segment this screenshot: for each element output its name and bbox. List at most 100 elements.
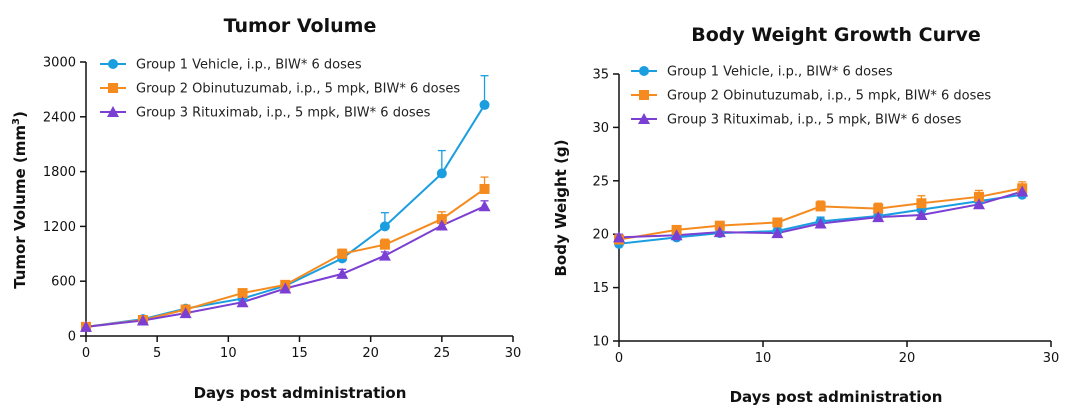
legend-item-group-3: Group 3 Rituximab, i.p., 5 mpk, BIW* 6 d… [631,113,962,128]
group-3-point [872,211,885,223]
group-3-point [336,267,349,279]
group-3-points [613,185,1029,243]
x-axis-label: Days post administration [730,388,943,406]
group-2-point [237,288,248,299]
group-3-point [236,296,249,308]
legend-marker [638,113,650,124]
legend-label: Group 1 Vehicle, i.p., BIW* 6 doses [667,65,893,80]
body-weight-chart: Body Weight Growth Curve Days post admin… [552,24,1059,406]
group-2-line [85,188,486,328]
y-tick-label: 35 [592,68,609,83]
legend-marker [639,90,649,100]
y-tick-label: 30 [592,121,609,136]
y-tick-label: 0 [68,330,76,345]
axes: 0 10 20 30 10 15 20 25 30 35 [592,68,1059,367]
legend-item-group-2: Group 2 Obinutuzumab, i.p., 5 mpk, BIW* … [100,82,460,97]
group-3-point [136,314,149,326]
x-tick-label: 10 [755,351,772,366]
x-tick-label: 10 [220,346,237,361]
y-axis-label-main: Tumor Volume (mm [11,125,29,289]
y-axis-label-superscript: 3 [11,118,22,125]
x-tick-label: 20 [362,346,379,361]
group-3-point [478,200,491,212]
legend-marker [108,59,118,69]
group-2-series [82,176,489,328]
group-2-point [337,248,348,259]
group-3-point [435,219,448,231]
group-3-point [613,231,625,243]
legend-item-group-1: Group 1 Vehicle, i.p., BIW* 6 doses [100,58,362,73]
y-tick-label: 600 [51,275,76,290]
y-tick-label: 15 [592,281,609,296]
y-axis-label-end: ) [11,111,29,118]
group-3-point [1016,185,1029,197]
y-tick-label: 25 [592,174,609,189]
x-tick-label: 15 [291,346,308,361]
legend-item-group-2: Group 2 Obinutuzumab, i.p., 5 mpk, BIW* … [631,89,991,104]
axes: 0 5 10 15 20 25 30 0 600 1200 1800 2400 3000 [43,56,521,362]
legend-marker [639,66,649,76]
group-2-point [873,203,884,214]
y-tick-label: 20 [592,228,609,243]
x-axis-label: Days post administration [194,384,407,402]
legend-label: Group 3 Rituximab, i.p., 5 mpk, BIW* 6 d… [136,106,431,121]
group-1-point [379,221,390,232]
x-tick-label: 5 [153,346,161,361]
legend-label: Group 3 Rituximab, i.p., 5 mpk, BIW* 6 d… [667,113,962,128]
x-tick-label: 30 [505,346,522,361]
legend-label: Group 2 Obinutuzumab, i.p., 5 mpk, BIW* … [667,89,991,104]
y-tick-label: 1800 [43,165,76,180]
legend-marker [108,83,118,93]
group-2-point [479,183,490,194]
group-2-points [81,183,490,332]
group-2-point [379,239,390,250]
group-3-point [279,282,292,294]
x-tick-label: 0 [615,351,623,366]
legend-item-group-3: Group 3 Rituximab, i.p., 5 mpk, BIW* 6 d… [100,106,431,121]
x-tick-label: 20 [899,351,916,366]
x-tick-label: 25 [434,346,451,361]
group-3-line [85,205,485,328]
group-3-point [915,208,928,220]
chart-title: Body Weight Growth Curve [691,24,981,46]
group-2-point [714,220,725,231]
group-1-line [85,104,486,328]
group-1-point [436,168,447,179]
group-3-point [973,198,985,210]
y-tick-label: 3000 [43,56,76,71]
group-3-points [80,200,491,332]
x-tick-label: 0 [82,346,90,361]
series-layer [613,181,1029,249]
legend-label: Group 1 Vehicle, i.p., BIW* 6 doses [136,58,362,73]
chart-title: Tumor Volume [224,15,377,37]
group-2-point [815,201,826,212]
group-3-point [670,229,683,241]
tumor-volume-chart: Tumor Volume Days post administration Tu… [11,15,521,402]
group-2-point [772,217,783,228]
y-axis-label: Body Weight (g) [552,139,570,276]
legend-item-group-1: Group 1 Vehicle, i.p., BIW* 6 doses [631,65,893,80]
series-layer [80,75,491,332]
group-2-point [436,214,447,225]
group-3-point [814,217,827,229]
x-tick-label: 30 [1043,351,1060,366]
group-3-point [378,249,391,261]
legend: Group 1 Vehicle, i.p., BIW* 6 doses Group… [100,58,460,121]
group-2-point [916,198,927,209]
group-1-points [81,99,490,332]
legend-marker [107,106,119,117]
group-3-series [82,200,489,328]
group-3-point [771,227,784,239]
legend: Group 1 Vehicle, i.p., BIW* 6 doses Group… [631,65,991,128]
group-2-point [974,191,984,202]
group-1-point [479,99,490,110]
group-3-point [80,320,92,332]
group-3-point [179,307,192,319]
y-axis-label: Tumor Volume (mm3) [11,111,29,289]
group-3-point [713,226,726,238]
legend-label: Group 2 Obinutuzumab, i.p., 5 mpk, BIW* … [136,82,460,97]
y-tick-label: 2400 [43,110,76,125]
y-tick-label: 10 [592,335,609,350]
